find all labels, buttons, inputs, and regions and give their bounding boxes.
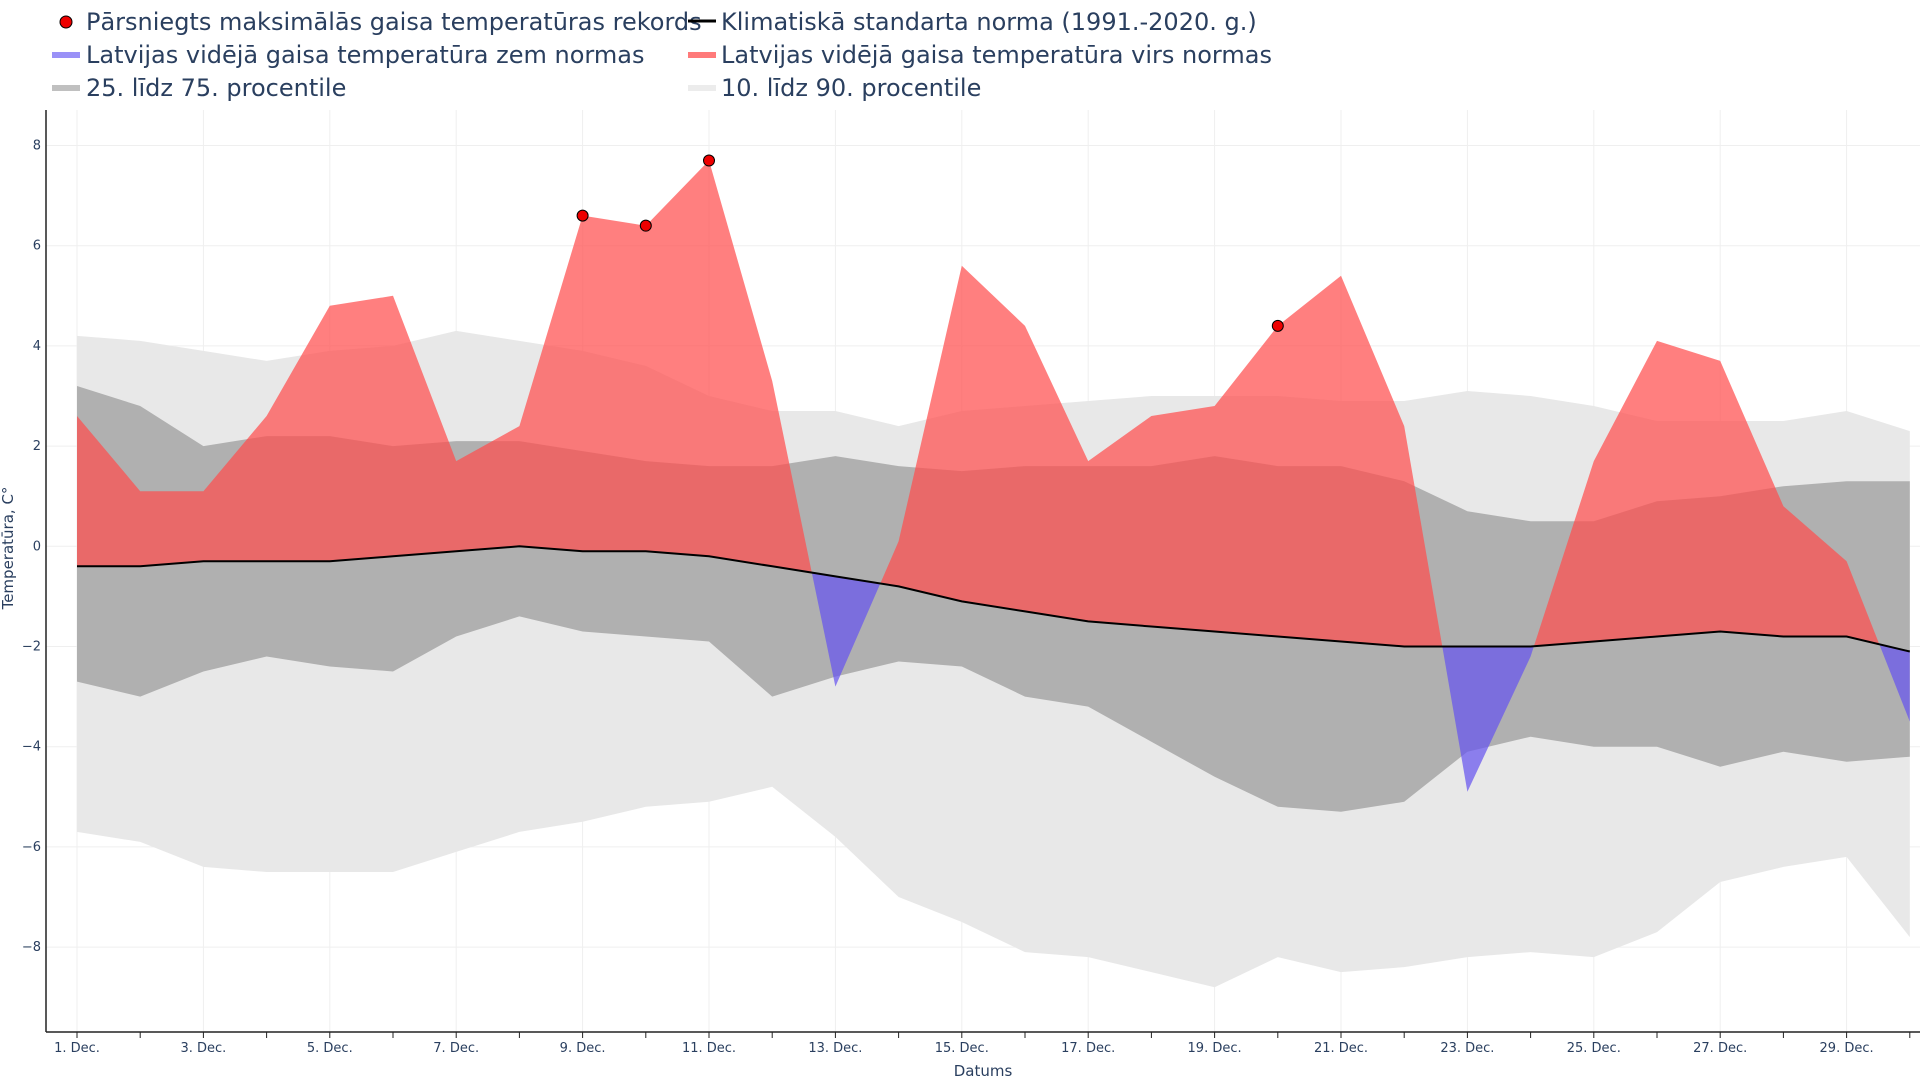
legend-item-p10-90[interactable]: 10. līdz 90. procentile [688,74,981,102]
norm-line-layer [77,545,1911,653]
legend-item-norm[interactable]: Klimatiskā standarta norma (1991.-2020. … [688,8,1257,36]
axes: −8 −6 −4 −2 0 2 4 6 8 1. Dec. 3. Dec. 5. Dec. 7. Dec… [22,110,1920,1056]
x-tick-label: 1. Dec. [54,1041,100,1056]
legend-label-p10-90: 10. līdz 90. procentile [721,74,981,102]
y-tick-label: −8 [22,940,41,955]
legend-label-p25-75: 25. līdz 75. procentile [86,74,346,102]
record-marker [639,219,652,232]
legend-item-p25-75[interactable]: 25. līdz 75. procentile [52,74,346,102]
y-tick-label: 0 [33,539,41,554]
record-marker [703,154,715,167]
below-norm-area [1879,644,1910,722]
above-norm-area [880,265,1443,647]
x-tick-label: 17. Dec. [1061,1041,1115,1056]
record-marker [1271,319,1284,332]
x-tick-label: 23. Dec. [1440,1041,1494,1056]
x-tick-label: 3. Dec. [180,1041,226,1056]
above-norm-area [1533,340,1880,647]
norm-line [77,545,1911,653]
legend-label-below: Latvijas vidējā gaisa temperatūra zem no… [86,41,644,69]
y-tick-label: −4 [22,740,41,755]
x-tick-label: 9. Dec. [560,1041,606,1056]
legend-label-record: Pārsniegts maksimālās gaisa temperatūras… [86,8,702,36]
below-norm-area [811,572,881,687]
x-tick-label: 5. Dec. [307,1041,353,1056]
x-tick-label: 11. Dec. [682,1041,736,1056]
anomaly-areas [77,160,1910,792]
x-tick-label: 13. Dec. [808,1041,862,1056]
record-marker-icon [59,15,73,29]
x-tick-label: 25. Dec. [1567,1041,1621,1056]
y-axis-title: Temperatūra, C° [0,487,17,611]
x-axis-title: Datums [954,1062,1013,1080]
x-tick-label: 29. Dec. [1820,1041,1874,1056]
y-tick-label: 4 [33,339,41,354]
x-tick-label: 27. Dec. [1693,1041,1747,1056]
y-tick-label: 6 [33,239,41,254]
legend-label-norm: Klimatiskā standarta norma (1991.-2020. … [721,8,1257,36]
y-tick-label: 8 [33,139,41,154]
y-tick-label: −2 [22,640,41,655]
above-norm-area [77,160,812,573]
legend-item-record[interactable]: Pārsniegts maksimālās gaisa temperatūras… [59,8,702,36]
record-marker [576,209,589,222]
x-tick-label: 21. Dec. [1314,1041,1368,1056]
x-tick-label: 7. Dec. [433,1041,479,1056]
legend-label-above: Latvijas vidējā gaisa temperatūra virs n… [721,41,1272,69]
legend-item-below[interactable]: Latvijas vidējā gaisa temperatūra zem no… [52,41,644,69]
record-markers [576,154,1284,332]
y-tick-label: −6 [22,840,41,855]
y-tick-label: 2 [33,439,41,454]
legend[interactable]: Pārsniegts maksimālās gaisa temperatūras… [52,8,1272,102]
legend-item-above[interactable]: Latvijas vidējā gaisa temperatūra virs n… [688,41,1272,69]
x-tick-label: 19. Dec. [1188,1041,1242,1056]
below-norm-area [1442,646,1534,792]
x-tick-label: 15. Dec. [935,1041,989,1056]
